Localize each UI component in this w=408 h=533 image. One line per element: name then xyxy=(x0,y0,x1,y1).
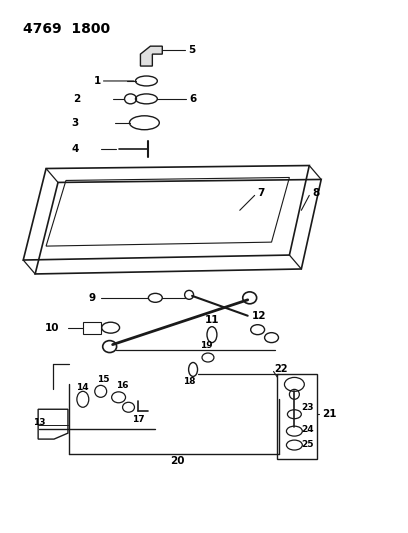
Text: 8: 8 xyxy=(312,188,319,198)
Text: 12: 12 xyxy=(252,311,266,321)
Text: 3: 3 xyxy=(72,118,79,128)
Text: 1: 1 xyxy=(93,76,101,86)
Text: 4769  1800: 4769 1800 xyxy=(23,22,111,36)
Text: 25: 25 xyxy=(302,440,314,449)
Text: 11: 11 xyxy=(205,314,220,325)
Text: 22: 22 xyxy=(275,365,288,375)
Text: 16: 16 xyxy=(115,381,128,390)
Text: 5: 5 xyxy=(188,45,195,55)
Text: 21: 21 xyxy=(322,409,337,419)
Text: 13: 13 xyxy=(33,418,46,427)
Text: 7: 7 xyxy=(257,188,265,198)
Text: 2: 2 xyxy=(73,94,81,104)
Text: 9: 9 xyxy=(89,293,96,303)
Text: 17: 17 xyxy=(133,415,145,424)
Text: 18: 18 xyxy=(183,377,196,386)
Text: 6: 6 xyxy=(189,94,196,104)
Polygon shape xyxy=(140,46,162,66)
Text: 19: 19 xyxy=(200,341,213,350)
Text: 15: 15 xyxy=(97,375,109,384)
Text: 4: 4 xyxy=(71,143,79,154)
Text: 14: 14 xyxy=(76,383,89,392)
Text: 23: 23 xyxy=(302,403,314,412)
Text: 24: 24 xyxy=(302,425,314,434)
Text: 10: 10 xyxy=(45,322,60,333)
Text: 20: 20 xyxy=(170,456,185,466)
